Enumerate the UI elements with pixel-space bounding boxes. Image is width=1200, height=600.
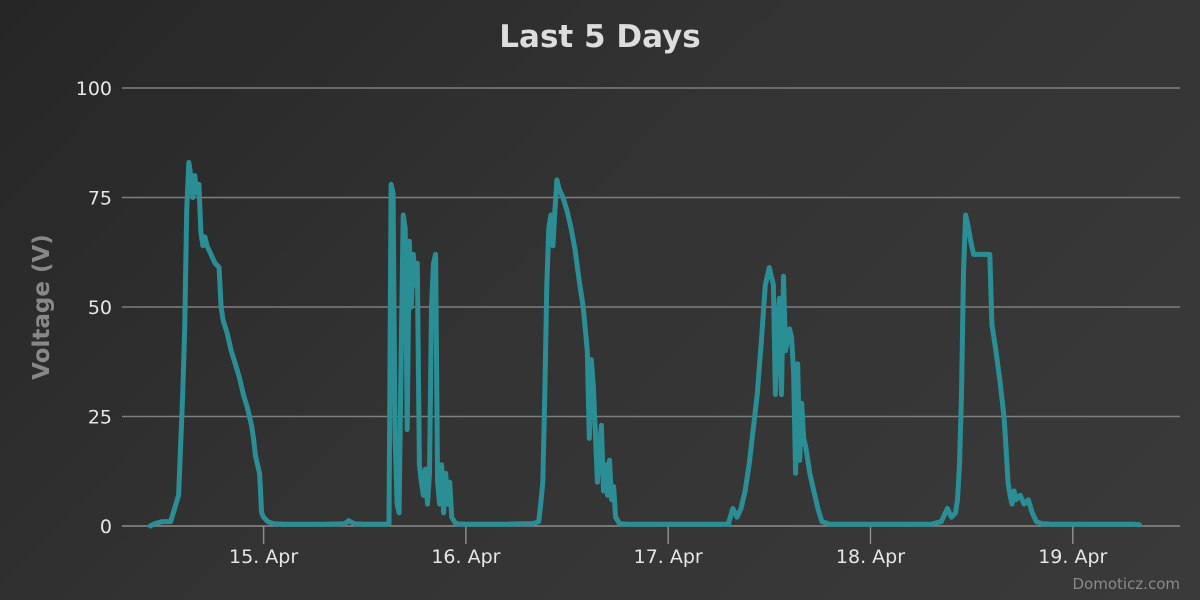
y-tick-label: 100 [76,78,112,100]
x-tick-label: 19. Apr [1038,546,1107,568]
y-tick-label: 25 [88,407,112,429]
x-tick-labels: 15. Apr 16. Apr 17. Apr 18. Apr 19. Apr [229,526,1108,568]
y-tick-label: 75 [88,188,112,210]
x-tick-label: 17. Apr [634,546,703,568]
y-tick-label: 0 [100,516,112,538]
x-tick-label: 18. Apr [836,546,905,568]
grid-lines [122,87,1180,527]
series-layer [147,160,1142,529]
series-line-0[interactable] [147,160,1142,529]
y-axis-label: Voltage (V) [29,234,55,380]
y-tick-label: 50 [88,297,112,319]
y-tick-labels: 0 25 50 75 100 [76,78,112,538]
chart-title: Last 5 Days [499,19,700,55]
credit-link[interactable]: Domoticz.com [1073,575,1181,593]
x-tick-label: 15. Apr [229,546,298,568]
x-tick-label: 16. Apr [431,546,500,568]
